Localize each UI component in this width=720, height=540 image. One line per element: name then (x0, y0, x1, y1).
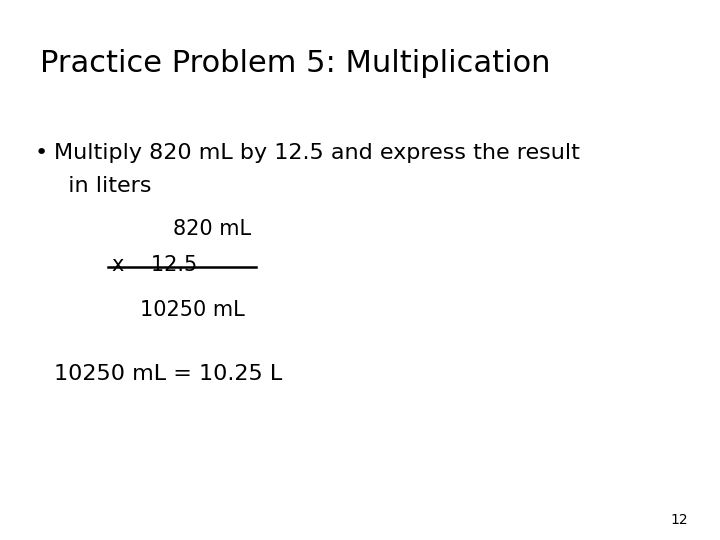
Text: Practice Problem 5: Multiplication: Practice Problem 5: Multiplication (40, 49, 550, 78)
Text: Multiply 820 mL by 12.5 and express the result: Multiply 820 mL by 12.5 and express the … (54, 143, 580, 163)
Text: x    12.5: x 12.5 (112, 255, 197, 275)
Text: 820 mL: 820 mL (173, 219, 251, 239)
Text: in liters: in liters (54, 176, 151, 195)
Text: •: • (35, 143, 48, 163)
Text: 10250 mL = 10.25 L: 10250 mL = 10.25 L (54, 364, 282, 384)
Text: 10250 mL: 10250 mL (140, 300, 245, 320)
Text: 12: 12 (670, 512, 688, 526)
